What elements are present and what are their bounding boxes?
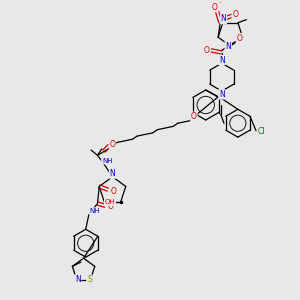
Text: N: N — [220, 14, 226, 23]
Text: O: O — [110, 140, 116, 149]
Text: NH: NH — [102, 158, 112, 164]
Text: ⁻: ⁻ — [219, 2, 222, 8]
Text: N: N — [110, 169, 116, 178]
Text: O: O — [232, 10, 238, 19]
Text: O: O — [212, 3, 218, 12]
Text: O: O — [204, 46, 210, 55]
Text: Cl: Cl — [258, 127, 265, 136]
Text: O: O — [236, 34, 242, 43]
Text: N: N — [219, 56, 225, 64]
Text: NH: NH — [89, 208, 100, 214]
Text: N: N — [225, 42, 231, 51]
Text: N: N — [75, 275, 81, 284]
Text: O: O — [110, 187, 116, 196]
Text: N: N — [219, 90, 225, 99]
Text: O: O — [107, 202, 113, 211]
Text: OH: OH — [105, 199, 115, 205]
Text: O: O — [191, 112, 197, 121]
Text: S: S — [87, 275, 92, 284]
